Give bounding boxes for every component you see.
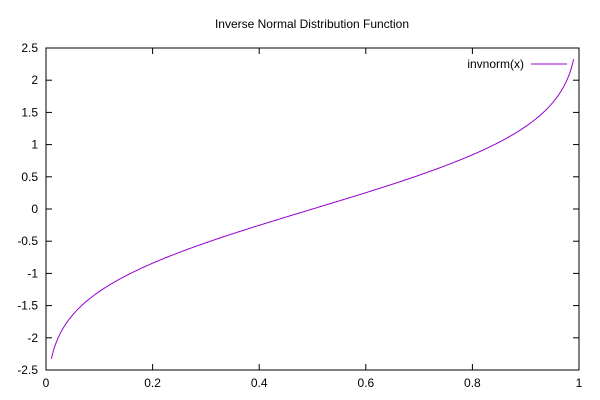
y-tick-label: -2 — [27, 331, 38, 345]
x-tick-label: 0.4 — [251, 376, 268, 390]
legend-label: invnorm(x) — [467, 57, 524, 71]
y-tick-label: 0.5 — [21, 170, 38, 184]
x-tick-label: 1 — [576, 376, 583, 390]
y-axis: -2.5 -2 -1.5 -1 -0.5 0 0.5 1 1.5 2 2.5 — [17, 41, 579, 377]
y-tick-label: -2.5 — [17, 363, 38, 377]
chart-title: Inverse Normal Distribution Function — [215, 17, 409, 31]
y-tick-label: -0.5 — [17, 234, 38, 248]
y-tick-label: 2 — [31, 73, 38, 87]
y-tick-label: -1 — [27, 266, 38, 280]
y-tick-label: 0 — [31, 202, 38, 216]
x-tick-label: 0.6 — [357, 376, 374, 390]
x-tick-label: 0.8 — [464, 376, 481, 390]
y-tick-label: 1.5 — [21, 105, 38, 119]
y-tick-label: 1 — [31, 138, 38, 152]
y-tick-label: 2.5 — [21, 41, 38, 55]
x-axis: 0 0.2 0.4 0.6 0.8 1 — [43, 48, 583, 390]
x-tick-label: 0.2 — [144, 376, 161, 390]
y-tick-label: -1.5 — [17, 299, 38, 313]
x-tick-label: 0 — [43, 376, 50, 390]
legend: invnorm(x) — [467, 57, 567, 71]
series-line-0 — [50, 59, 575, 359]
series-group — [50, 59, 575, 359]
